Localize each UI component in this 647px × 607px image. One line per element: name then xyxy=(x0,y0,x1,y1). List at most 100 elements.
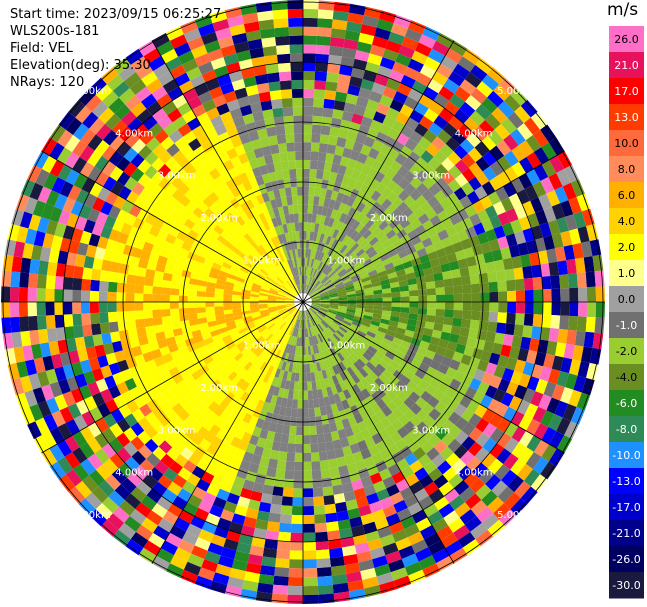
velocity-gate xyxy=(284,187,292,197)
velocity-gate xyxy=(376,265,386,274)
velocity-gate xyxy=(329,300,339,302)
velocity-gate xyxy=(496,270,507,282)
velocity-gate xyxy=(539,222,552,238)
velocity-gate xyxy=(97,236,109,250)
velocity-gate xyxy=(534,237,547,253)
velocity-gate xyxy=(434,190,447,203)
velocity-gate xyxy=(481,408,496,423)
velocity-gate xyxy=(273,18,289,29)
velocity-gate xyxy=(247,93,261,105)
velocity-gate xyxy=(323,340,330,350)
velocity-gate xyxy=(303,550,317,560)
velocity-gate xyxy=(130,422,145,437)
velocity-gate xyxy=(291,249,297,259)
velocity-gate xyxy=(385,167,397,180)
velocity-gate xyxy=(290,523,303,533)
velocity-gate xyxy=(511,145,527,162)
velocity-gate xyxy=(263,154,274,165)
velocity-gate xyxy=(124,456,140,472)
velocity-gate xyxy=(164,329,175,339)
velocity-gate xyxy=(338,297,348,301)
velocity-gate xyxy=(203,337,214,346)
velocity-gate xyxy=(531,326,542,340)
velocity-gate xyxy=(130,532,149,548)
velocity-gate xyxy=(434,315,445,325)
velocity-gate xyxy=(449,233,461,245)
velocity-gate xyxy=(210,329,221,337)
velocity-gate xyxy=(243,245,253,255)
velocity-gate xyxy=(419,474,434,489)
velocity-gate xyxy=(306,257,310,267)
velocity-gate xyxy=(114,350,126,363)
velocity-gate xyxy=(497,432,512,449)
velocity-gate xyxy=(334,264,343,273)
colorbar-segment xyxy=(609,78,644,105)
velocity-gate xyxy=(156,548,174,564)
velocity-gate xyxy=(46,328,58,343)
velocity-gate xyxy=(305,346,309,356)
velocity-gate xyxy=(169,64,187,79)
velocity-gate xyxy=(275,278,284,286)
velocity-gate xyxy=(409,188,422,201)
velocity-gate xyxy=(469,213,482,227)
velocity-gate xyxy=(303,97,314,107)
velocity-gate xyxy=(13,346,25,363)
velocity-gate xyxy=(151,86,168,101)
velocity-gate xyxy=(45,368,58,385)
velocity-gate xyxy=(105,238,118,252)
velocity-gate xyxy=(198,274,209,282)
velocity-gate xyxy=(19,211,33,229)
velocity-gate xyxy=(183,88,199,102)
velocity-gate xyxy=(276,549,290,560)
velocity-gate xyxy=(433,93,450,108)
velocity-gate xyxy=(324,349,332,359)
velocity-gate xyxy=(249,47,265,59)
velocity-gate xyxy=(317,223,324,234)
velocity-gate xyxy=(317,18,333,29)
colorbar-segment xyxy=(609,156,644,183)
velocity-gate xyxy=(428,540,446,556)
velocity-gate xyxy=(297,284,301,294)
velocity-gate xyxy=(433,440,448,454)
velocity-gate xyxy=(316,313,324,320)
velocity-gate xyxy=(308,318,313,328)
velocity-gate xyxy=(581,377,595,396)
velocity-gate xyxy=(31,343,43,360)
velocity-gate xyxy=(440,237,453,248)
velocity-gate xyxy=(288,26,303,36)
velocity-gate xyxy=(219,194,230,206)
velocity-gate xyxy=(54,314,65,328)
velocity-gate xyxy=(404,452,418,466)
velocity-gate xyxy=(309,307,318,314)
velocity-gate xyxy=(409,427,422,441)
velocity-gate xyxy=(506,279,516,292)
velocity-gate xyxy=(327,311,337,317)
velocity-gate xyxy=(496,171,511,187)
velocity-gate xyxy=(557,260,568,276)
velocity-gate xyxy=(311,299,321,302)
velocity-gate xyxy=(273,477,285,488)
velocity-gate xyxy=(286,294,295,299)
velocity-gate xyxy=(233,283,243,290)
velocity-gate xyxy=(390,385,402,397)
velocity-gate xyxy=(351,321,361,328)
velocity-gate xyxy=(328,227,336,238)
velocity-gate xyxy=(533,129,549,148)
velocity-gate xyxy=(295,231,300,241)
velocity-gate xyxy=(280,311,289,318)
velocity-gate xyxy=(269,311,279,317)
velocity-gate xyxy=(329,547,344,559)
velocity-gate xyxy=(329,45,344,57)
velocity-gate xyxy=(303,461,312,471)
velocity-gate xyxy=(188,380,200,392)
velocity-gate xyxy=(442,122,458,137)
velocity-gate xyxy=(387,148,400,161)
velocity-gate xyxy=(320,331,328,341)
velocity-gate xyxy=(333,318,343,325)
range-ring-label: 5.00km xyxy=(497,510,535,521)
velocity-gate xyxy=(493,84,511,101)
velocity-gate xyxy=(94,432,109,449)
velocity-gate xyxy=(36,315,47,330)
velocity-gate xyxy=(205,463,219,477)
velocity-gate xyxy=(303,44,317,54)
